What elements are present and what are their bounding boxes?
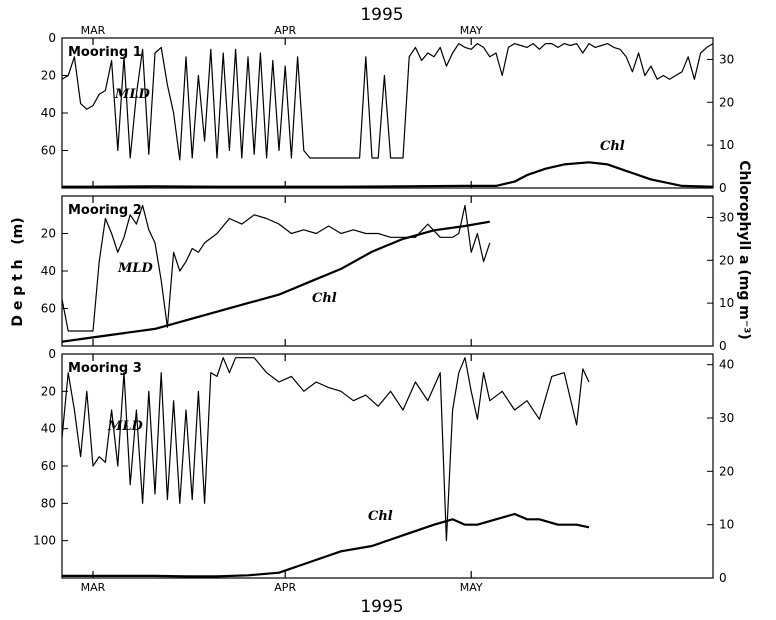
depth-tick-label: 60 (41, 459, 56, 473)
chl-tick-label: 30 (719, 411, 734, 425)
chl-tick-label: 10 (719, 518, 734, 532)
depth-tick-label: 20 (41, 69, 56, 83)
depth-tick-label: 20 (41, 227, 56, 241)
chl-tick-label: 10 (719, 138, 734, 152)
panel-2: 20 40 60 0 10 20 30 Mooring 2 MLD Chl (41, 195, 734, 353)
depth-tick-label: 40 (41, 106, 56, 120)
panel-frame (61, 353, 714, 579)
series-chl-line (62, 161, 714, 188)
month-label-top: MAY (460, 24, 483, 37)
month-label-top: APR (274, 24, 296, 37)
depth-tick-label: 0 (48, 347, 56, 361)
right-axis-label: Chlorophyll a (mg m⁻³) (736, 160, 752, 339)
chl-tick-label: 20 (719, 253, 734, 267)
depth-tick-label: 60 (41, 302, 56, 316)
series-mld-line (61, 357, 590, 542)
year-label-bottom: 1995 (360, 597, 403, 617)
left-axis-label: D e p t h (m) (10, 217, 26, 326)
annotation-chl: Chl (600, 139, 625, 154)
month-label-top: MAR (81, 24, 106, 37)
panel-title: Mooring 1 (68, 45, 142, 60)
panel-1: 0 20 40 60 0 10 20 30 Mooring 1 MLD Chl (41, 31, 735, 195)
chl-tick-label: 10 (719, 296, 734, 310)
annotation-mld: MLD (107, 419, 144, 434)
chl-tick-label: 0 (719, 339, 727, 353)
series-chl-line (61, 220, 490, 343)
chl-tick-label: 30 (719, 210, 734, 224)
chl-tick-label: 0 (719, 571, 727, 585)
series-mld-line (61, 204, 491, 332)
annotation-mld: MLD (114, 87, 151, 102)
annotation-mld: MLD (117, 261, 154, 276)
month-label-bottom: APR (274, 581, 296, 594)
annotation-chl: Chl (368, 509, 393, 524)
depth-tick-label: 40 (41, 264, 56, 278)
depth-tick-label: 80 (41, 496, 56, 510)
year-label-top: 1995 (360, 5, 403, 25)
depth-tick-label: 20 (41, 384, 56, 398)
depth-tick-label: 40 (41, 422, 56, 436)
depth-tick-label: 0 (48, 31, 56, 45)
month-label-bottom: MAR (81, 581, 106, 594)
chl-tick-label: 20 (719, 95, 734, 109)
month-label-bottom: MAY (460, 581, 483, 594)
chl-tick-label: 20 (719, 464, 734, 478)
depth-tick-label: 60 (41, 144, 56, 158)
annotation-chl: Chl (312, 291, 337, 306)
panel-title: Mooring 3 (68, 361, 142, 376)
panel-3: 0 20 40 60 80 100 0 10 20 30 40 Mooring 3 MLD Chl (33, 347, 734, 585)
chl-tick-label: 40 (719, 358, 734, 372)
chl-tick-label: 30 (719, 52, 734, 66)
series-chl-line (62, 512, 590, 578)
series-mld-line (61, 42, 714, 161)
depth-tick-label: 100 (33, 534, 56, 548)
panel-title: Mooring 2 (68, 203, 142, 218)
chl-tick-label: 0 (719, 181, 727, 195)
